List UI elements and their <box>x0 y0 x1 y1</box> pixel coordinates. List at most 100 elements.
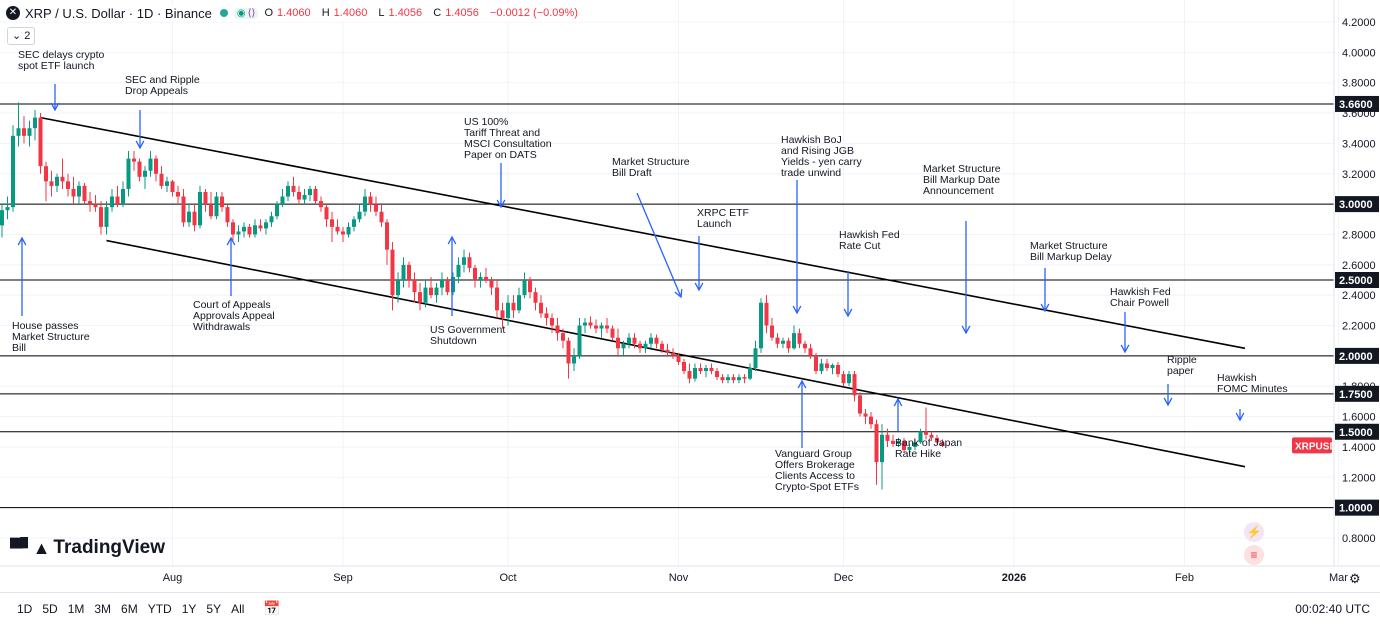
level-price-label: 2.5000 <box>1339 275 1373 287</box>
flag-icon[interactable]: ≡ <box>1244 545 1264 565</box>
annotation-line: Announcement <box>923 185 994 197</box>
candle-body <box>198 191 202 226</box>
indicator-pill[interactable]: ◉ ⟨⟩ <box>233 7 259 19</box>
candle-body <box>924 431 928 435</box>
side-icons: ⚡ ≡ <box>1244 522 1264 568</box>
annotation-arrow-head <box>447 235 457 245</box>
candle-body <box>544 313 549 318</box>
price-tick-label: 2.6000 <box>1342 260 1376 272</box>
annotation-line: Hawkish Fed <box>839 229 900 241</box>
tf-1y-button[interactable]: 1Y <box>181 601 197 616</box>
candle-body <box>539 302 543 314</box>
annotation-arrow-head <box>961 325 971 335</box>
candle-body <box>896 440 901 444</box>
candle-body <box>676 355 681 362</box>
candle-body <box>291 185 296 192</box>
price-tick-label: 0.8000 <box>1342 533 1376 545</box>
annotation-line: Tariff Threat and <box>464 127 540 139</box>
annotation-line: Hawkish BoJ <box>781 134 842 146</box>
candle-body <box>357 211 362 220</box>
candle-body <box>726 377 730 381</box>
candle-body <box>940 442 945 446</box>
candle-body <box>38 117 43 167</box>
annotation-label: XRPC ETF Launch <box>697 207 749 230</box>
tf-1m-button[interactable]: 1M <box>67 601 85 616</box>
candle-body <box>874 424 879 463</box>
annotation-label: Hawkish FOMC Minutes <box>1217 372 1288 395</box>
annotation-label: Vanguard Group Offers Brokerage Clients Ac… <box>775 448 859 493</box>
candle-body <box>665 349 670 353</box>
candle-body <box>121 188 125 205</box>
candle-body <box>880 434 884 463</box>
price-tick-label: 3.2000 <box>1342 169 1376 181</box>
annotation-label: Market Structure Bill Markup Date Announce… <box>923 163 1001 197</box>
candle-body <box>533 292 538 303</box>
candle-body <box>907 446 912 450</box>
level-price-label: 1.5000 <box>1339 427 1373 439</box>
level-price-tag <box>1335 95 1379 112</box>
candle-body <box>643 343 648 349</box>
annotation-line: Bill Draft <box>612 167 652 179</box>
level-price-label: 3.0000 <box>1339 199 1373 211</box>
magic-icon[interactable]: ⚡ <box>1244 522 1264 542</box>
annotation-line: Bill Markup Date <box>923 174 1000 186</box>
candle-body <box>814 355 818 372</box>
collapse-indicators-button[interactable]: ⌄ 2 <box>7 27 36 45</box>
level-price-label: 2.0000 <box>1339 351 1373 363</box>
candle-body <box>110 196 114 208</box>
level-price-label: 3.6600 <box>1339 99 1373 111</box>
candle-body <box>170 181 175 192</box>
settings-gear-icon[interactable]: ⚙ <box>1349 571 1361 586</box>
candle-body <box>632 337 637 344</box>
candle-body <box>753 348 758 369</box>
candle-body <box>396 280 400 296</box>
tradingview-logo: ▀▘▲ TradingView <box>10 537 165 558</box>
share-icon: ⟨⟩ <box>247 7 256 19</box>
candle-body <box>594 325 598 329</box>
candle-body <box>231 222 235 235</box>
candle-body <box>132 158 136 162</box>
tf-6m-button[interactable]: 6M <box>121 601 138 616</box>
price-tick-label: 4.0000 <box>1342 47 1376 59</box>
clock[interactable]: 00:02:40 UTC <box>1295 601 1370 616</box>
tf-ytd-button[interactable]: YTD <box>147 601 172 616</box>
candle-body <box>715 371 719 378</box>
price-tick-label: 3.8000 <box>1342 78 1376 90</box>
symbol-title[interactable]: XRP / U.S. Dollar · 1D · Binance <box>25 5 212 21</box>
tf-3m-button[interactable]: 3M <box>94 601 112 616</box>
tf-5d-button[interactable]: 5D <box>42 601 58 616</box>
candle-body <box>5 207 10 211</box>
chart-area[interactable]: SEC delays crypto spot ETF launch SEC and … <box>0 0 1380 592</box>
annotation-label: Hawkish BoJ and Rising JGB Yields - yen ca… <box>781 134 862 179</box>
candle-body <box>297 191 301 200</box>
annotation-arrow-head <box>50 102 60 112</box>
candle-body <box>786 340 791 349</box>
tf-1d-button[interactable]: 1D <box>17 601 33 616</box>
tf-all-button[interactable]: All <box>231 601 245 616</box>
candle-body <box>489 280 494 288</box>
candle-body <box>11 135 15 208</box>
candle-body <box>143 170 147 177</box>
candle-body <box>627 337 631 344</box>
annotation-line: SEC and Ripple <box>125 74 200 86</box>
annotation-line: Paper on DATS <box>464 149 537 161</box>
date-range-icon[interactable]: 📅 <box>263 600 281 616</box>
candle-body <box>577 325 582 356</box>
candle-body <box>137 161 142 177</box>
candle-body <box>654 337 659 344</box>
candle-body <box>462 257 466 265</box>
annotation-line: Rate Hike <box>895 448 941 460</box>
candle-body <box>825 363 829 369</box>
annotation-line: US Government <box>430 324 505 336</box>
annotation-label: Bank of Japan Rate Hike <box>895 437 962 460</box>
candle-body <box>225 207 230 223</box>
market-status-icon <box>219 9 228 17</box>
candle-body <box>748 368 752 379</box>
annotation-line: Offers Brokerage <box>775 459 855 471</box>
tf-5y-button[interactable]: 5Y <box>206 601 222 616</box>
candle-body <box>869 416 873 425</box>
symbol-price-tag-label: XRPUSD <box>1295 441 1337 452</box>
level-price-tag <box>1335 499 1379 516</box>
candle-body <box>379 211 384 223</box>
candle-body <box>44 166 48 182</box>
